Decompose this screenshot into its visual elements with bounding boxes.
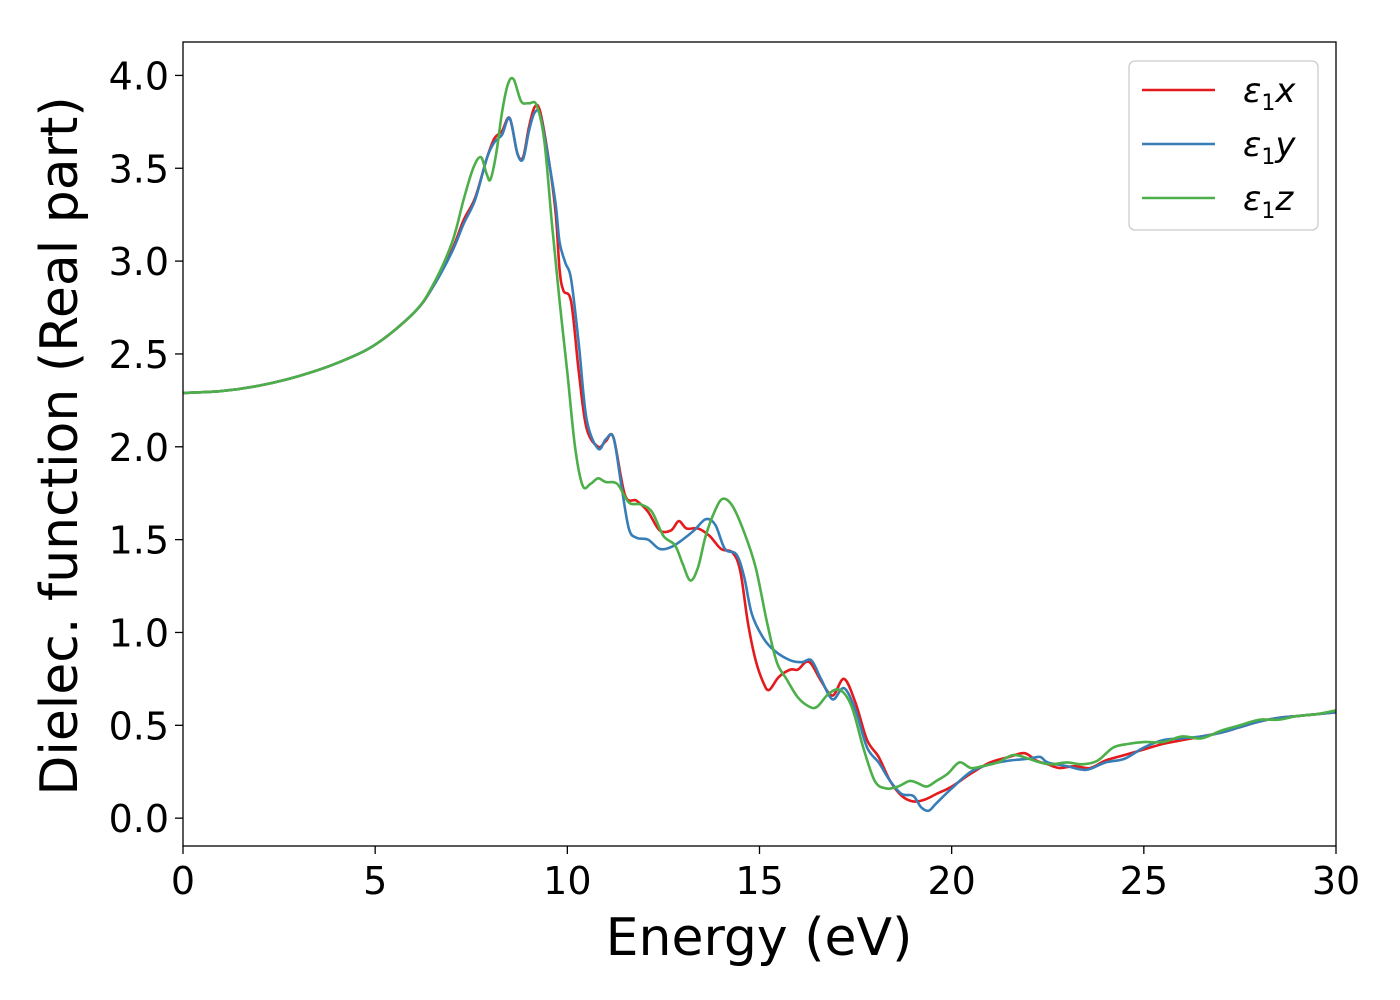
x-tick-label: 10 — [543, 859, 591, 903]
y-axis-ticks: 0.0 0.5 1.0 1.5 2.0 2.5 3.0 3.5 4.0 — [109, 54, 183, 841]
y-tick-label: 4.0 — [109, 54, 169, 98]
series-line-y — [182, 108, 1337, 813]
x-tick-label: 25 — [1120, 859, 1168, 903]
x-axis-label: Energy (eV) — [606, 908, 913, 968]
y-axis-label: Dielec. function (Real part) — [30, 96, 90, 795]
legend-label-y: ε1y — [1243, 125, 1296, 170]
x-tick-label: 5 — [363, 859, 387, 903]
legend: ε1x ε1y ε1z — [1128, 60, 1319, 231]
x-tick-label: 30 — [1312, 859, 1360, 903]
x-tick-label: 15 — [735, 859, 783, 903]
y-tick-label: 1.0 — [109, 611, 169, 655]
y-tick-label: 0.0 — [109, 797, 169, 841]
legend-box — [1128, 60, 1319, 231]
y-tick-label: 2.0 — [109, 426, 169, 470]
y-tick-label: 3.0 — [109, 240, 169, 284]
plot-area-frame — [182, 41, 1337, 847]
x-tick-label: 20 — [927, 859, 975, 903]
series-lines — [182, 76, 1337, 813]
y-tick-label: 1.5 — [109, 519, 169, 563]
y-tick-label: 3.5 — [109, 147, 169, 191]
legend-label-x: ε1x — [1243, 71, 1296, 116]
series-line-z — [182, 76, 1337, 791]
legend-label-z: ε1z — [1243, 179, 1294, 224]
x-axis-ticks: 0 5 10 15 20 25 30 — [171, 846, 1360, 903]
x-tick-label: 0 — [171, 859, 195, 903]
y-tick-label: 2.5 — [109, 333, 169, 377]
y-tick-label: 0.5 — [109, 704, 169, 748]
